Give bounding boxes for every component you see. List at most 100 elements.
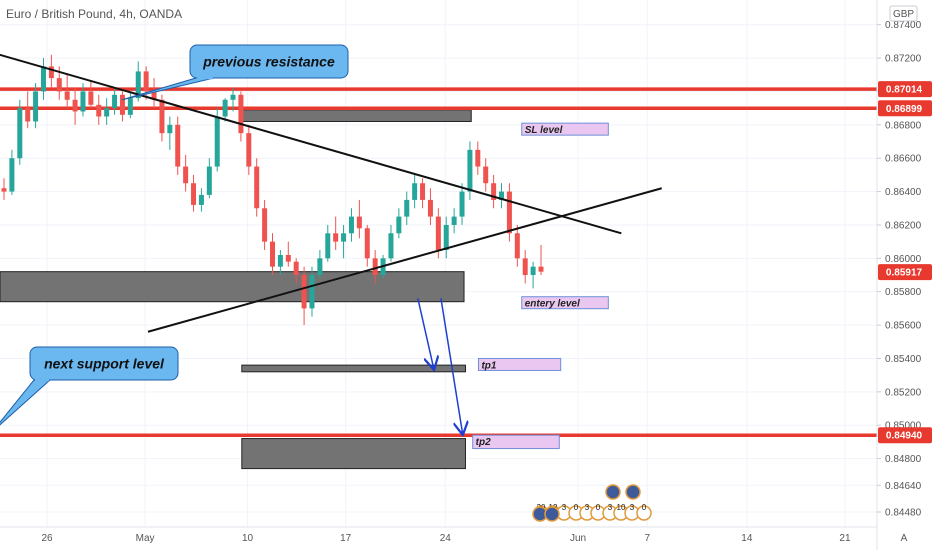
candle-up: [9, 158, 15, 192]
price-tag-bg: [878, 427, 932, 444]
candle-up: [443, 224, 449, 250]
tp1-label: tp1: [477, 357, 562, 371]
candle-down: [285, 254, 291, 262]
y-tick-label: 0.87400: [885, 20, 922, 31]
candle-down: [538, 266, 544, 272]
x-tick-label: 24: [440, 533, 452, 544]
price-tag-bg: [878, 264, 932, 281]
tp1-label-box: [477, 357, 562, 371]
candle-up: [222, 99, 228, 117]
candle-down: [301, 275, 307, 309]
candle-up: [325, 233, 331, 259]
y-tick-label: 0.84800: [885, 454, 922, 465]
y-tick-label: 0.87200: [885, 54, 922, 65]
candle-down: [270, 241, 275, 267]
event-count: 10: [617, 503, 626, 512]
price-tag: 0.84940: [878, 427, 932, 444]
candle-down: [1, 188, 7, 192]
previous-resistance-callout-box: [189, 44, 349, 79]
candle-up: [198, 194, 204, 205]
price-tag: 0.86899: [878, 100, 932, 117]
entry-level-label-box: [521, 296, 609, 310]
candle-up: [277, 254, 283, 267]
candle-down: [48, 66, 54, 79]
events-layer: 2012303031030: [532, 484, 652, 522]
entry-level-label: entery level: [521, 296, 609, 310]
x-tick-label: 17: [340, 533, 352, 544]
event-count: 3: [630, 503, 635, 512]
y-tick-label: 0.85200: [885, 387, 922, 398]
zones-layer: [0, 109, 472, 470]
candle-down: [475, 149, 481, 167]
price-tag-bg: [878, 81, 932, 98]
currency-label: GBP: [893, 9, 914, 20]
candle-down: [88, 91, 94, 105]
x-tick-label: 7: [645, 533, 651, 544]
candle-down: [293, 261, 299, 276]
event-count: 3: [608, 503, 613, 512]
candle-down: [56, 78, 62, 92]
candle-down: [372, 258, 378, 276]
sl-level-label: SL level: [521, 122, 609, 136]
x-tick-label: 26: [41, 533, 53, 544]
candle-up: [167, 124, 173, 134]
x-tick-label: 14: [741, 533, 753, 544]
candle-up: [230, 94, 236, 100]
y-tick-label: 0.85800: [885, 287, 922, 298]
candle-down: [25, 108, 31, 122]
trendlines-layer: [0, 53, 662, 434]
candle-up: [348, 216, 354, 234]
candle-up: [459, 191, 465, 217]
candle-down: [364, 228, 370, 259]
price-tags: 0.87014 0.86899 0.85917 0.84940: [878, 81, 932, 444]
candle-up: [104, 108, 110, 117]
previous-resistance-callout-text: previous resistance: [202, 54, 335, 70]
candle-up: [214, 116, 220, 167]
event-flag-icon[interactable]: [625, 484, 641, 500]
price-tag: 0.85917: [878, 264, 932, 281]
candle-up: [404, 199, 410, 217]
next-support-callout: next support level: [0, 346, 179, 426]
candle-up: [467, 149, 473, 192]
candle-down: [246, 133, 252, 167]
y-tick-label: 0.86400: [885, 187, 922, 198]
event-marker[interactable]: 0: [636, 503, 652, 521]
candle-down: [143, 71, 149, 92]
tp1-zone: [241, 364, 466, 373]
candle-down: [238, 94, 244, 134]
candle-up: [206, 166, 212, 195]
y-tick-label: 0.85400: [885, 354, 922, 365]
candle-down: [96, 104, 102, 117]
candles-layer: [1, 54, 544, 326]
price-tag-text: 0.84940: [886, 431, 923, 442]
event-count: 0: [642, 503, 647, 512]
price-tag-text: 0.87014: [886, 85, 923, 96]
event-flag-icon[interactable]: [544, 506, 560, 522]
candle-down: [175, 124, 181, 167]
y-tick-label: 0.86000: [885, 254, 922, 265]
price-tag: 0.87014: [878, 81, 932, 98]
price-tag-text: 0.85917: [886, 268, 923, 279]
candle-up: [135, 71, 141, 99]
candle-up: [317, 258, 323, 276]
candle-down: [522, 258, 528, 276]
tp1-arrow: [417, 298, 434, 368]
event-count: 0: [596, 503, 601, 512]
sl-level-label-text: SL level: [525, 125, 563, 136]
callouts-layer: previous resistance next support level: [0, 44, 349, 426]
chart-title: Euro / British Pound, 4h, OANDA: [6, 7, 182, 21]
currency-box[interactable]: [889, 5, 918, 22]
candle-up: [80, 91, 86, 112]
candle-up: [412, 183, 418, 200]
candle-up: [530, 266, 536, 276]
time-axis[interactable]: 26 May 10 17 24 Jun 7 14 21: [41, 533, 851, 544]
auto-scale-toggle[interactable]: A: [901, 533, 908, 544]
descending-trendline: [0, 53, 622, 235]
event-count: 3: [562, 503, 567, 512]
next-support-callout-tail: [0, 379, 52, 426]
candle-up: [40, 66, 46, 92]
candle-up: [112, 94, 118, 109]
ascending-trendline: [147, 187, 662, 333]
event-flag-icon[interactable]: [605, 484, 621, 500]
